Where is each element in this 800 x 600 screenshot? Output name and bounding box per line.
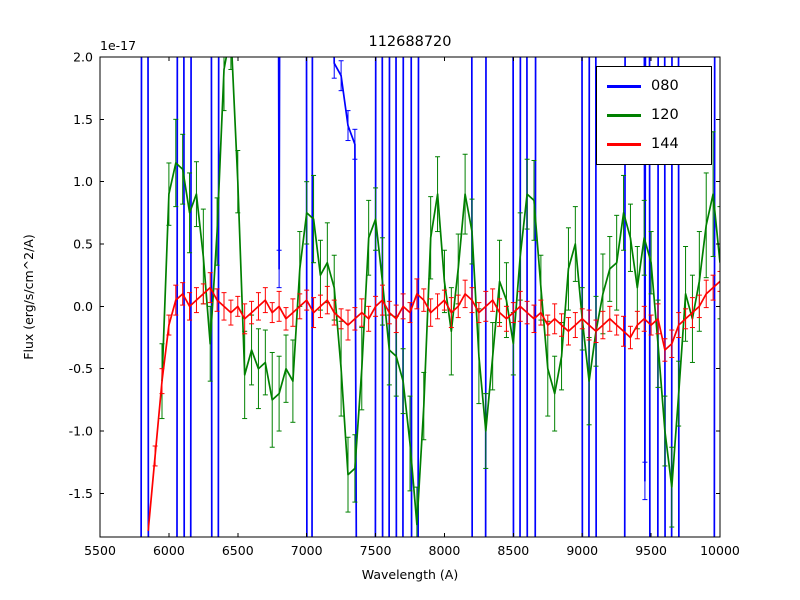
x-tick-label: 9000: [566, 543, 598, 558]
x-tick-label: 7500: [360, 543, 392, 558]
legend: 080 120 144: [596, 66, 712, 165]
x-tick-label: 6500: [222, 543, 254, 558]
legend-line-144-icon: [607, 143, 641, 146]
series-line-144: [147, 280, 720, 531]
x-tick-label: 8000: [429, 543, 461, 558]
legend-label-144: 144: [651, 136, 679, 153]
legend-entry-144: 144: [607, 137, 701, 152]
x-tick-label: 7000: [291, 543, 323, 558]
x-axis-label: Wavelength (A): [362, 567, 458, 582]
axes-frame: [99, 56, 721, 538]
y-axis-label: Flux (erg/s/cm^2/A): [21, 234, 36, 359]
plot-title: 112688720: [368, 34, 451, 50]
legend-label-080: 080: [651, 78, 679, 95]
legend-line-080-icon: [607, 85, 641, 88]
y-tick-label: 0.0: [73, 299, 93, 314]
y-tick-label: -1.5: [69, 486, 93, 501]
x-tick-label: 9500: [635, 543, 667, 558]
legend-line-120-icon: [607, 114, 641, 117]
y-tick-label: 2.0: [73, 50, 93, 65]
x-tick-label: 6000: [153, 543, 185, 558]
series-line-080: [140, 57, 716, 537]
axes-ticks: 5500 6000 6500 7000 7500 8000 8500 9000 9500 1000…: [69, 50, 740, 559]
x-tick-label: 5500: [84, 543, 116, 558]
series-080: [140, 57, 716, 537]
y-offset-label: 1e-17: [100, 38, 136, 53]
series-144: [147, 270, 720, 531]
series-120: [159, 57, 720, 537]
series-group: [140, 57, 720, 537]
y-tick-label: -0.5: [69, 361, 93, 376]
y-tick-label: 1.5: [73, 112, 93, 127]
x-tick-label: 8500: [497, 543, 529, 558]
y-tick-label: 1.0: [73, 174, 93, 189]
x-tick-label: 10000: [700, 543, 740, 558]
y-tick-label: 0.5: [73, 237, 93, 252]
legend-label-120: 120: [651, 107, 679, 124]
legend-entry-120: 120: [607, 108, 701, 123]
legend-entry-080: 080: [607, 79, 701, 94]
y-tick-label: -1.0: [69, 424, 93, 439]
series-line-120: [161, 57, 720, 526]
